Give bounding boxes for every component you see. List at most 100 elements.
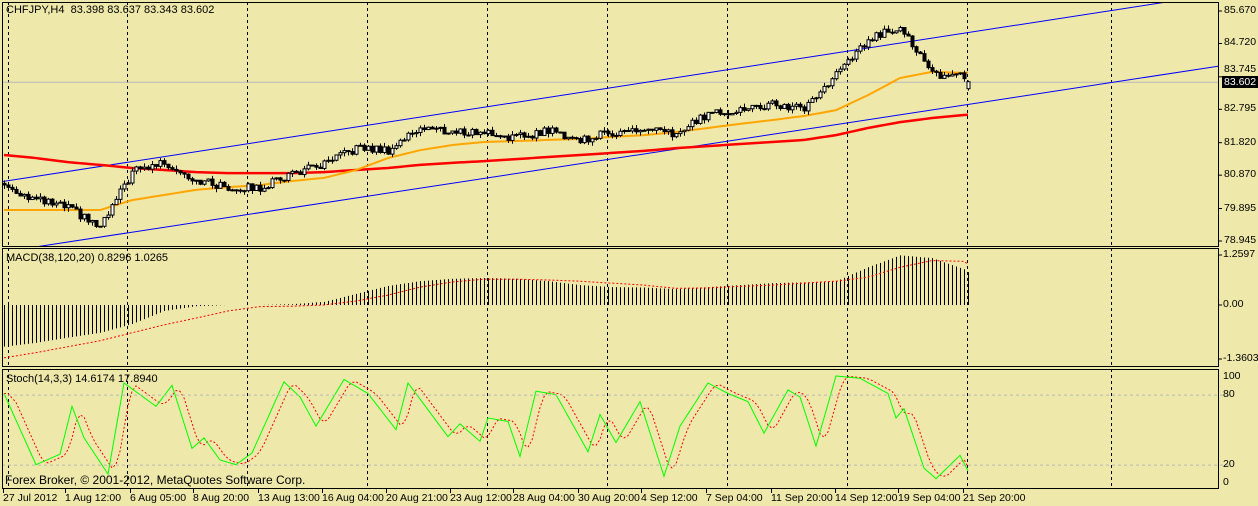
candle-body [62, 201, 67, 209]
candle-body [670, 129, 675, 138]
candle-body [666, 129, 671, 133]
candle-body [358, 144, 363, 147]
candle-body [762, 108, 767, 111]
candle-body [10, 186, 15, 190]
copyright-text: Forex Broker, © 2001-2012, MetaQuotes So… [5, 473, 306, 487]
candle-body [390, 147, 395, 155]
candle-body [862, 45, 867, 48]
candle-body [566, 136, 571, 140]
candle-body [874, 32, 879, 41]
candle-body [346, 150, 351, 153]
candle-body [606, 130, 611, 135]
candle-body [318, 166, 323, 169]
pane-frame [2, 369, 1219, 489]
candle-body [206, 178, 211, 182]
candle-body [134, 166, 139, 172]
candle-body [398, 139, 403, 147]
candle-body [942, 74, 947, 79]
candle-body [34, 196, 39, 200]
candle-body [422, 127, 427, 131]
candle-body [18, 192, 23, 197]
candle-body [394, 145, 399, 149]
candle-body [814, 97, 819, 100]
macd-axis-label: 1.2597 [1223, 248, 1256, 260]
time-axis-label: 28 Aug 04:00 [513, 492, 575, 504]
candle-body [686, 126, 691, 131]
candle-body [706, 111, 711, 121]
price-axis-label: 79.895 [1224, 201, 1257, 214]
candle-body [806, 101, 811, 112]
candle-body [54, 202, 59, 206]
candle-body [482, 131, 487, 135]
candle-body [474, 128, 479, 136]
candle-body [70, 204, 75, 208]
candle-body [238, 189, 243, 192]
candle-body [766, 102, 771, 110]
candle-body [50, 198, 55, 206]
candle-body [414, 132, 419, 135]
candle-body [326, 159, 331, 162]
candle-body [446, 132, 451, 135]
candle-body [926, 60, 931, 69]
candle-body [798, 103, 803, 108]
candle-body [106, 214, 111, 218]
price-axis-label: 83.745 [1224, 62, 1257, 75]
candle-body [934, 70, 939, 73]
candle-body [426, 126, 431, 131]
candle-body [118, 188, 123, 200]
candle-body [698, 114, 703, 124]
stoch-main-line [3, 375, 969, 480]
price-axis-label: 78.945 [1224, 233, 1257, 246]
candle-body [22, 193, 27, 197]
symbol-info: CHFJPY,H4 83.398 83.637 83.343 83.602 [6, 4, 214, 16]
candle-body [886, 28, 891, 33]
candle-body [30, 196, 35, 201]
candle-body [958, 72, 963, 75]
candle-body [174, 168, 179, 172]
time-axis-label: 4 Sep 12:00 [641, 492, 698, 504]
candle-body [818, 91, 823, 99]
candle-body [282, 179, 287, 182]
candle-body [674, 133, 679, 138]
candle-body [830, 78, 835, 87]
fast-moving-average-line [4, 70, 969, 212]
candle-body [842, 63, 847, 70]
candle-body [498, 135, 503, 138]
candle-body [382, 146, 387, 154]
candle-body [702, 114, 707, 121]
candle-body [930, 67, 935, 72]
candle-body [726, 113, 731, 116]
pane-frame [2, 248, 1219, 367]
candle-body [918, 51, 923, 55]
candle-body [626, 130, 631, 133]
macd-pane [3, 248, 1112, 366]
time-axis-label: 21 Sep 20:00 [963, 492, 1026, 504]
stoch-signal-line [4, 375, 969, 477]
candle-body [202, 180, 207, 185]
candle-body [42, 196, 47, 205]
candle-body [330, 159, 335, 162]
candle-body [110, 204, 115, 216]
candle-body [354, 145, 359, 155]
candle-body [570, 136, 575, 139]
channel-upper-line [2, 2, 1170, 183]
price-axis-label: 85.670 [1224, 4, 1257, 16]
candle-body [662, 128, 667, 133]
candle-body [94, 219, 99, 227]
candle-body [6, 184, 11, 188]
candle-body [802, 106, 807, 112]
price-pane [2, 2, 1218, 246]
candle-body [294, 170, 299, 173]
candle-body [454, 130, 459, 134]
candle-body [586, 135, 591, 143]
candle-body [850, 58, 855, 61]
candle-body [878, 32, 883, 38]
candle-body [430, 126, 435, 130]
candle-body [306, 164, 311, 170]
candle-body [562, 131, 567, 140]
candle-body [198, 179, 203, 185]
candle-body [74, 206, 79, 210]
candle-body [298, 171, 303, 176]
